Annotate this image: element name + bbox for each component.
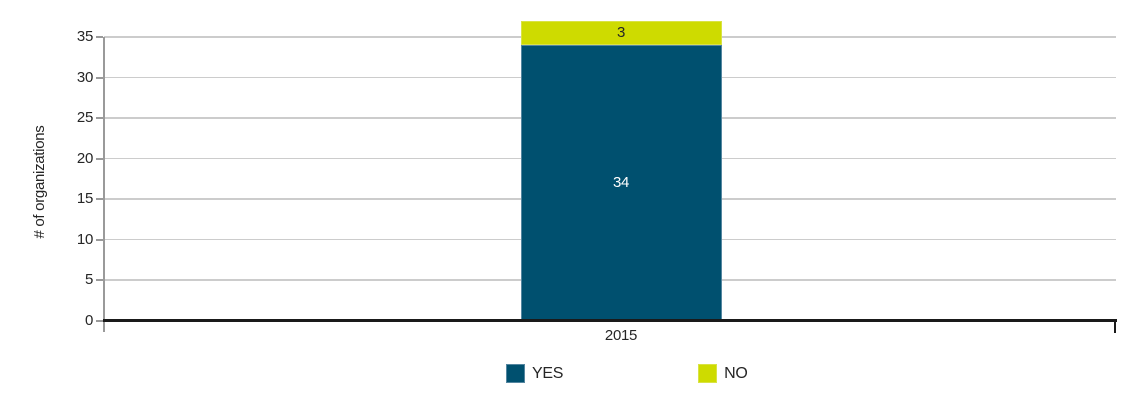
legend-label: YES <box>532 365 564 382</box>
y-axis-tick-label: 15 <box>76 190 93 207</box>
y-axis-tick <box>96 279 103 281</box>
y-axis-tick <box>96 117 103 119</box>
legend: YES NO <box>506 364 748 383</box>
y-axis-tick-label: 5 <box>84 271 93 288</box>
y-axis-line <box>103 37 105 332</box>
y-axis-tick <box>96 198 103 200</box>
bar-value-label: 34 <box>612 173 630 191</box>
bar-segment-yes <box>520 45 722 321</box>
y-axis-tick-label: 30 <box>76 68 93 86</box>
x-axis-label: 2015 <box>604 327 638 344</box>
y-axis-tick-label: 20 <box>76 149 93 167</box>
y-axis-tick <box>96 36 103 38</box>
bar-segment-no <box>520 20 722 46</box>
y-axis-tick-label: 0 <box>84 311 93 329</box>
y-axis-tick-label: 10 <box>76 230 93 248</box>
y-axis-tick-label: 25 <box>76 109 93 126</box>
legend-item-yes: YES <box>506 364 563 383</box>
y-axis-tick <box>96 319 103 322</box>
y-axis-tick <box>96 157 103 160</box>
y-axis-tick <box>96 238 103 241</box>
x-axis-line <box>103 319 1117 322</box>
x-axis-end-tick <box>1114 319 1116 333</box>
bar-value-label: 3 <box>616 23 626 41</box>
legend-swatch-no <box>698 364 718 383</box>
legend-label: NO <box>724 365 748 382</box>
legend-swatch-yes <box>506 364 525 383</box>
y-axis-tick <box>96 76 103 79</box>
legend-item-no: NO <box>698 364 748 383</box>
y-axis-tick-label: 35 <box>76 28 93 45</box>
